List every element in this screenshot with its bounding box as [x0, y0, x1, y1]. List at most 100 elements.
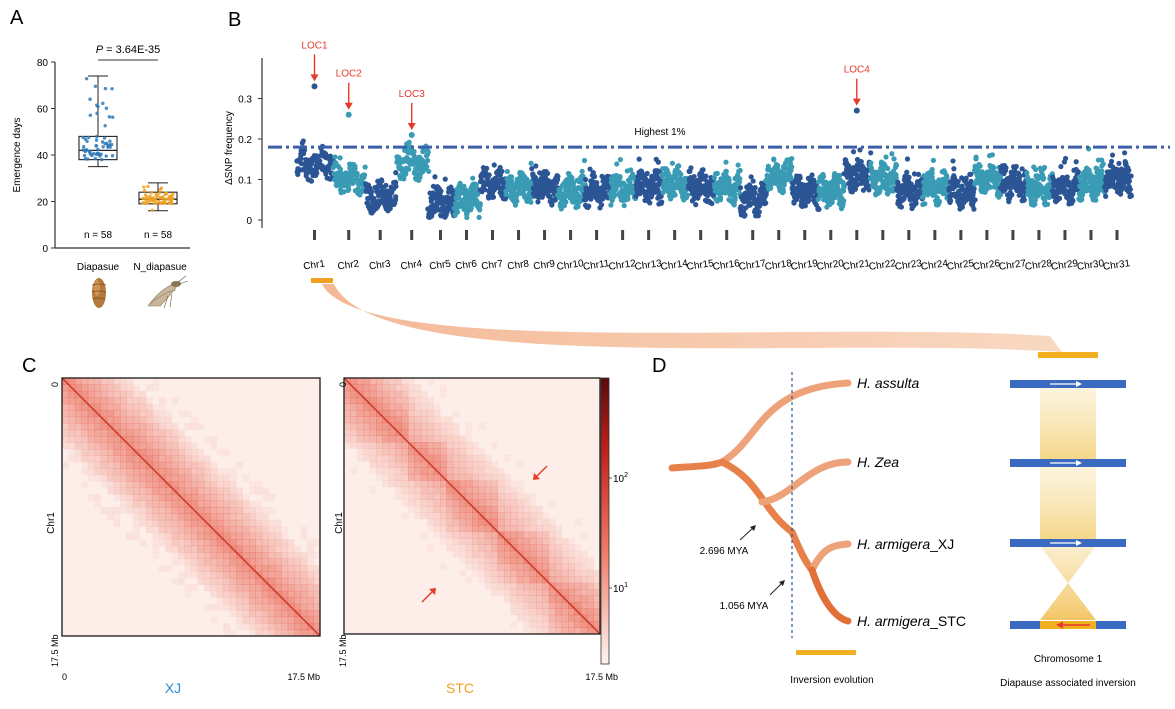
hic-cell: [236, 610, 243, 618]
hic-cell: [139, 487, 147, 495]
hic-cell: [369, 448, 377, 456]
hic-cell: [165, 474, 173, 482]
chr-tick: [907, 230, 911, 240]
snp-point: [528, 160, 534, 166]
a-ytick-label: 0: [42, 244, 48, 255]
snp-point: [1040, 174, 1046, 180]
a-dot: [104, 106, 109, 110]
snp-point: [973, 154, 979, 160]
hic-cell: [158, 429, 166, 437]
hic-cell: [81, 429, 89, 437]
hic-cell: [491, 538, 498, 545]
snp-point: [998, 191, 1004, 198]
snp-point: [590, 169, 596, 176]
hic-cell: [510, 531, 518, 539]
hic-cell: [420, 429, 428, 436]
a-dot: [108, 139, 112, 143]
hic-cell: [132, 532, 140, 540]
hic-cell: [369, 384, 377, 392]
hic-cell: [376, 422, 383, 430]
snp-point: [915, 171, 922, 177]
hic-cell: [74, 403, 82, 411]
hic-cell: [376, 378, 383, 385]
snp-point: [491, 162, 497, 168]
hic-cell: [197, 552, 205, 559]
hic-cell: [363, 416, 370, 424]
hic-cell: [158, 565, 166, 572]
hic-cell: [414, 506, 422, 513]
hic-cell: [100, 468, 108, 476]
snp-point: [406, 166, 412, 172]
a-dot: [167, 201, 172, 205]
hic-cell: [395, 480, 402, 488]
hic-cell: [504, 493, 511, 500]
box-1: [138, 182, 178, 212]
hic-cell: [427, 422, 434, 430]
hic-cell: [414, 493, 422, 500]
hic-cell: [223, 507, 231, 514]
chr-tick: [673, 230, 677, 240]
hic-cell: [158, 448, 166, 456]
hic-cell: [274, 558, 282, 566]
hic-cell: [548, 518, 556, 526]
snp-point: [369, 188, 375, 195]
hic-cell: [255, 558, 263, 566]
hic-cell: [376, 384, 383, 392]
hic-cell: [216, 565, 224, 572]
hic-cell: [497, 538, 505, 545]
hic-cell: [165, 455, 173, 463]
chr-points-17: [737, 174, 770, 219]
hic-cell: [376, 435, 383, 443]
hic-cell: [274, 539, 282, 547]
hic-cell: [408, 422, 415, 430]
hic-cell: [210, 507, 218, 514]
hic-cell: [313, 610, 321, 618]
hic-cell: [388, 435, 396, 443]
hic-cell: [184, 539, 192, 547]
hic-cell: [81, 436, 89, 443]
hic-cell: [294, 597, 302, 605]
hic-cell: [184, 487, 192, 495]
hic-cell: [281, 610, 289, 618]
hic-cell: [152, 474, 160, 482]
hic-cell: [294, 629, 302, 637]
hic-cell: [294, 603, 302, 611]
a-dot: [100, 157, 104, 162]
hic-cell: [100, 455, 108, 463]
a-dot: [157, 190, 162, 195]
hic-cell: [281, 577, 289, 585]
chr-tick: [777, 230, 781, 240]
hic-cell: [126, 468, 134, 476]
hic-cell: [300, 584, 308, 592]
a-dot: [150, 196, 154, 200]
hic-cell: [184, 468, 192, 476]
hic-cell: [344, 435, 351, 443]
hic-cell: [382, 467, 390, 475]
hic-cell: [120, 378, 127, 385]
hic-cell: [68, 448, 76, 456]
hic-cell: [236, 487, 243, 495]
hic-cell: [87, 423, 95, 430]
a-dot: [103, 86, 108, 91]
hic-cell: [300, 571, 308, 579]
hic-cell: [158, 455, 166, 463]
hic-cell: [184, 526, 192, 534]
hic-cell: [113, 442, 121, 450]
hic-cell: [210, 552, 218, 559]
hic-cell: [427, 442, 434, 449]
hic-cell: [452, 531, 460, 539]
a-dot: [143, 200, 148, 205]
hic-cell: [223, 584, 231, 592]
hic-cell: [268, 565, 276, 572]
hic-cell: [274, 603, 282, 611]
hic-cell: [376, 454, 383, 462]
hic-cell: [484, 461, 492, 468]
snp-point: [388, 190, 395, 196]
hic-cell: [178, 571, 185, 579]
hic-cell: [536, 538, 543, 545]
snp-point: [628, 167, 634, 173]
n-label-n-diapause: n = 58: [144, 230, 173, 241]
a-dot: [107, 115, 112, 119]
snp-point: [636, 156, 642, 162]
hic-cell: [376, 474, 383, 481]
